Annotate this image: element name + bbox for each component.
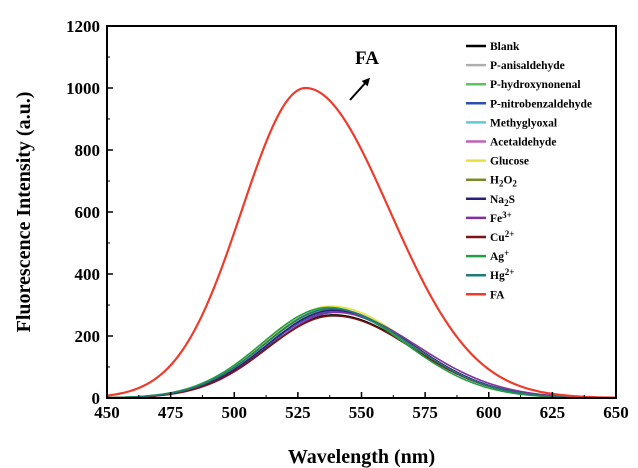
legend-label: Cu2+ (490, 229, 514, 244)
series-line-na2s (106, 309, 617, 399)
x-tick-label: 600 (476, 403, 502, 422)
series-line-cu2- (106, 315, 617, 399)
legend-label: Blank (490, 41, 520, 53)
series-line-hg2- (106, 307, 617, 399)
y-axis-label: Fluorescence Intensity (a.u.) (13, 92, 35, 333)
legend-label: H2O2 (490, 175, 517, 189)
x-tick-label: 550 (349, 403, 375, 422)
x-tick-label: 500 (222, 403, 248, 422)
legend-label: Acetaldehyde (490, 137, 556, 149)
series-line-p-hydroxynonenal (106, 309, 617, 399)
series-line-fa (106, 86, 617, 399)
y-tick-label: 0 (92, 389, 101, 408)
legend-label: P-anisaldehyde (490, 60, 565, 72)
x-tick-label: 475 (158, 403, 184, 422)
series-line-p-anisaldehyde (106, 307, 617, 399)
y-tick-label: 1200 (66, 17, 100, 36)
ticks-layer: 450 475 500 525 550 575 600 625 650 0 200 400 600 800… (66, 17, 629, 422)
x-axis-label: Wavelength (nm) (288, 446, 435, 468)
y-tick-label: 200 (75, 327, 101, 346)
y-tick-label: 800 (75, 141, 101, 160)
series-line-blank (106, 314, 617, 399)
x-tick-label: 450 (94, 403, 120, 422)
curves-layer (106, 86, 617, 399)
series-line-acetaldehyde (106, 309, 617, 399)
legend-label: P-nitrobenzaldehyde (490, 98, 592, 110)
fa-annotation: FA (349, 48, 379, 101)
legend-label: Hg2+ (490, 268, 514, 283)
y-tick-label: 400 (75, 265, 101, 284)
legend: Blank P-anisaldehyde P-hydroxynonenal P-nit… (466, 41, 592, 301)
y-tick-label: 1000 (66, 79, 100, 98)
legend-label: Glucose (490, 156, 529, 168)
series-line-fe3- (106, 311, 617, 399)
legend-label: Methyglyoxal (490, 117, 557, 129)
legend-label: Na2S (490, 194, 515, 208)
series-line-h2o2 (106, 308, 617, 399)
series-line-p-nitrobenzaldehyde (106, 311, 617, 399)
x-tick-label: 650 (603, 403, 629, 422)
legend-label: Fe3+ (490, 210, 512, 225)
arrow-head-icon (361, 77, 371, 87)
y-tick-label: 600 (75, 203, 101, 222)
fa-annotation-label: FA (355, 48, 379, 69)
x-tick-label: 575 (412, 403, 438, 422)
legend-label: Ag+ (490, 249, 509, 264)
series-line-methyglyoxal (106, 308, 617, 399)
legend-label: FA (490, 289, 505, 301)
legend-label: P-hydroxynonenal (490, 79, 581, 91)
x-tick-label: 525 (285, 403, 311, 422)
x-tick-label: 625 (540, 403, 566, 422)
